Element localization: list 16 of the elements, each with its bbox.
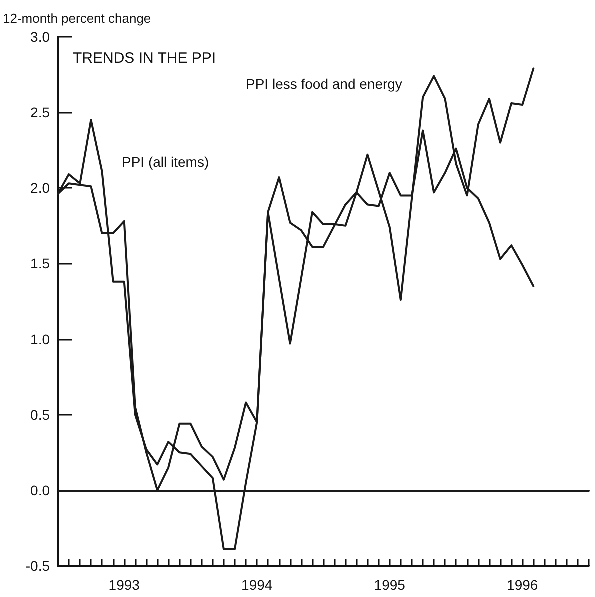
y-tick-label: 0.5 — [30, 406, 50, 423]
y-tick-label: 1.0 — [30, 331, 50, 348]
annotation: PPI (all items) — [122, 154, 210, 170]
annotation: PPI less food and energy — [246, 76, 402, 92]
y-tick-label: 0.0 — [30, 482, 50, 498]
y-tick-label: 1.5 — [30, 256, 50, 272]
y-tick-label: -0.5 — [26, 558, 50, 574]
x-tick-label: 1993 — [108, 577, 140, 593]
y-tick-label: 2.5 — [30, 104, 50, 121]
y-axis-title: 12-month percent change — [3, 11, 152, 26]
x-tick-label: 1996 — [507, 577, 538, 593]
text: TRENDS IN THE PPI — [73, 50, 216, 67]
x-tick-label: 1995 — [374, 577, 406, 593]
x-tick-label: 1994 — [242, 577, 273, 593]
y-tick-label: 3.0 — [30, 29, 50, 45]
y-tick-label: 2.0 — [30, 180, 50, 196]
